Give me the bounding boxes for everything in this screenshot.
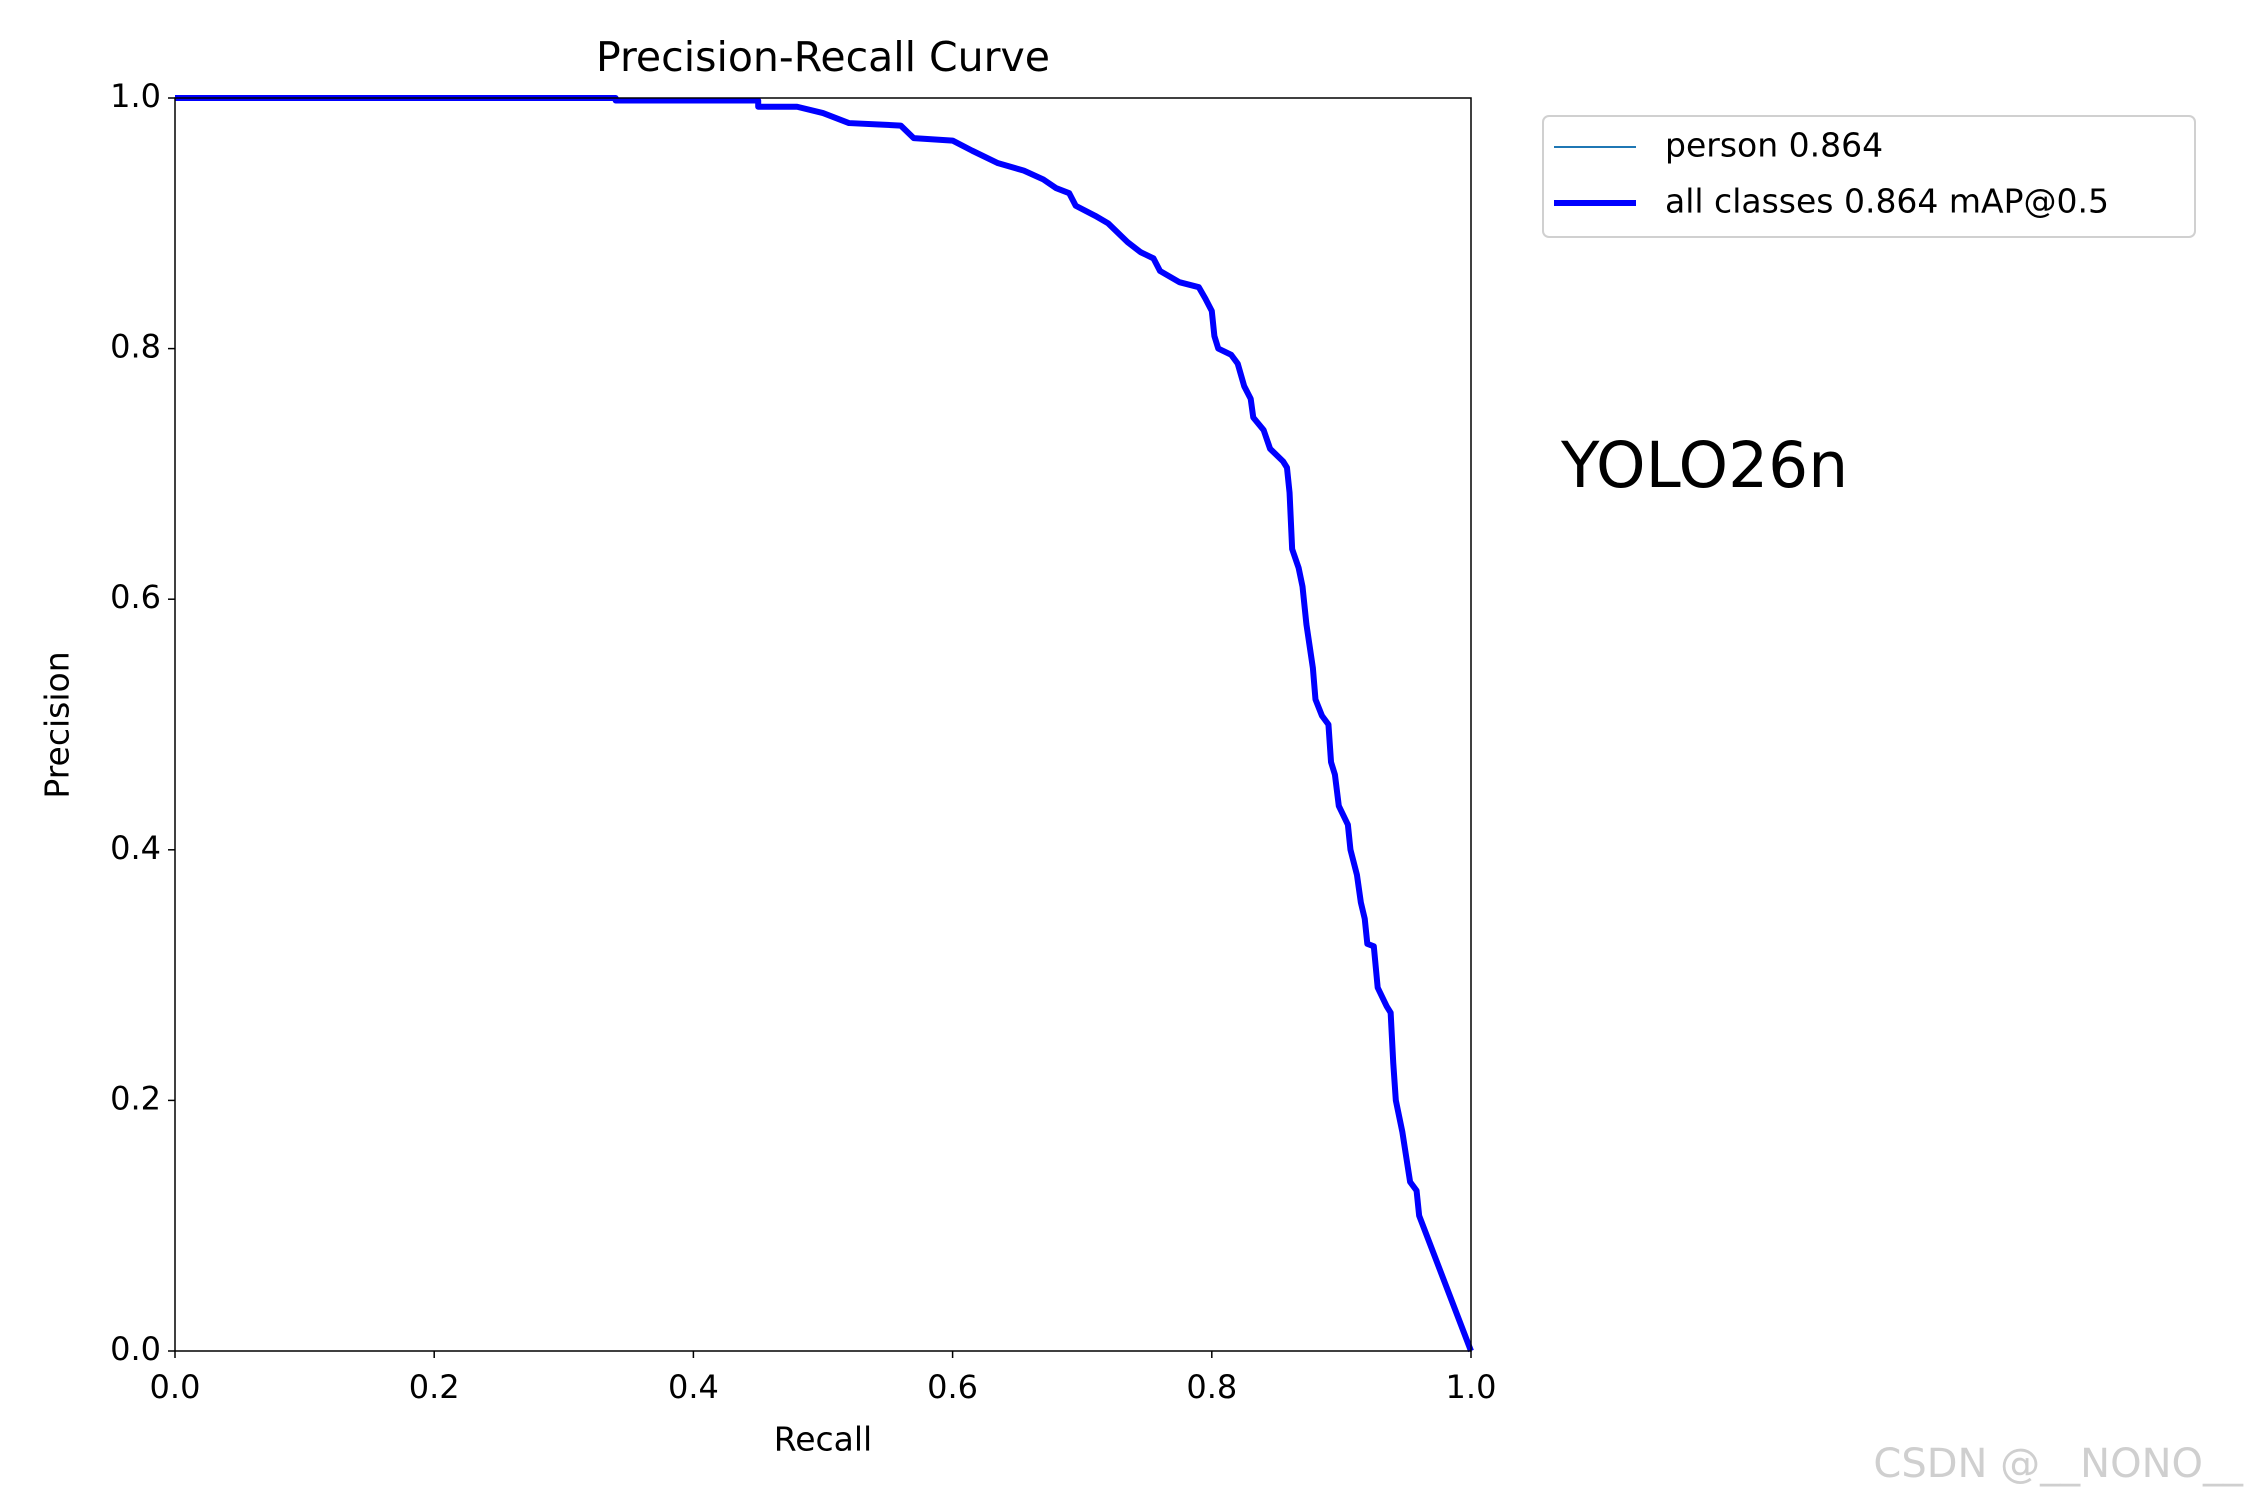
- y-axis-label: Precision: [38, 651, 77, 798]
- y-tick-label: 0.8: [110, 328, 161, 366]
- y-tick-label: 1.0: [110, 77, 161, 115]
- y-tick-label: 0.6: [110, 578, 161, 616]
- x-tick-label: 0.8: [1186, 1368, 1237, 1406]
- pr-curve: [175, 97, 1472, 1352]
- x-tick-label: 1.0: [1446, 1368, 1497, 1406]
- x-tick-label: 0.6: [927, 1368, 978, 1406]
- x-axis-label: Recall: [774, 1420, 872, 1459]
- legend-label: person 0.864: [1665, 126, 1883, 165]
- y-tick-label: 0.0: [110, 1330, 161, 1368]
- watermark: CSDN @__NONO__: [1873, 1441, 2244, 1487]
- x-tick-label: 0.4: [668, 1368, 719, 1406]
- x-tick-label: 0.2: [409, 1368, 460, 1406]
- legend-label: all classes 0.864 mAP@0.5: [1665, 182, 2109, 221]
- y-tick-label: 0.4: [110, 829, 161, 867]
- pr-curve: [175, 95, 1474, 1353]
- x-tick-label: 0.0: [150, 1368, 201, 1406]
- chart-title: Precision-Recall Curve: [596, 33, 1050, 81]
- plot-frame: [174, 97, 1472, 1352]
- legend-box: [1542, 115, 2196, 238]
- annotation: YOLO26n: [1560, 429, 1848, 502]
- y-tick-label: 0.2: [110, 1079, 161, 1117]
